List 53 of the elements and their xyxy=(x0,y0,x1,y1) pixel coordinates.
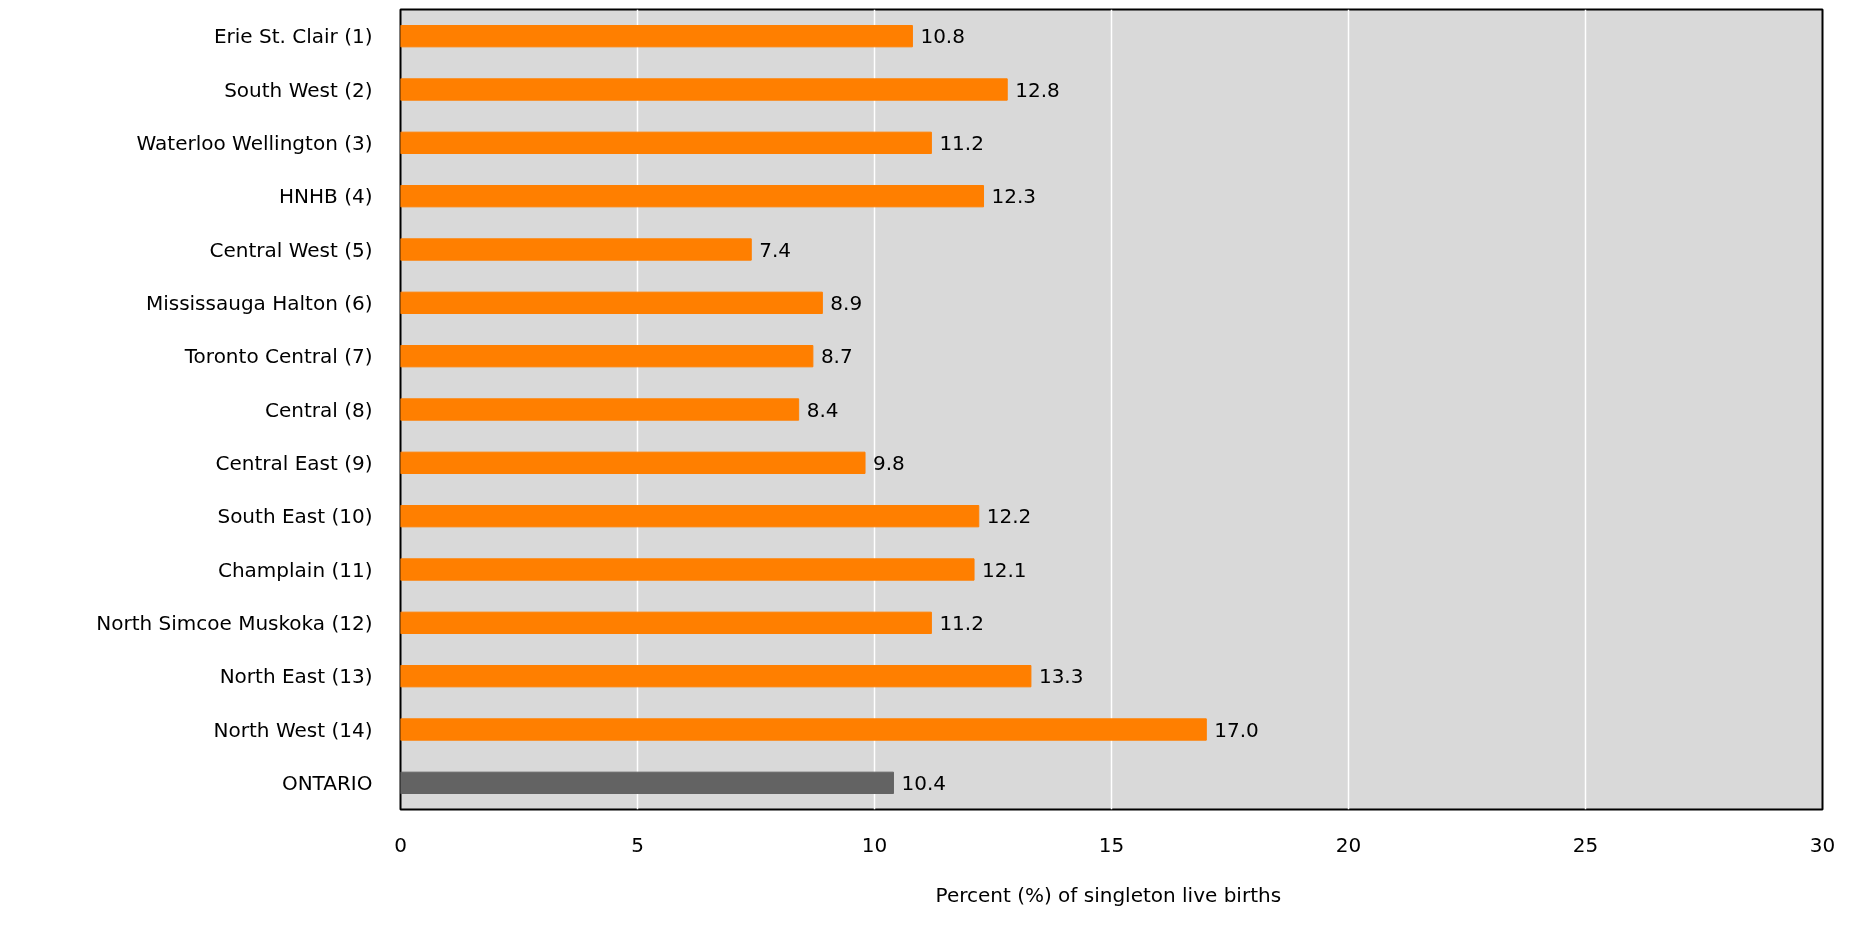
bar xyxy=(400,665,1032,688)
data-label: 11.2 xyxy=(939,130,984,155)
bar xyxy=(400,25,913,48)
y-tick-label: Toronto Central (7) xyxy=(183,344,373,369)
bar xyxy=(400,78,1008,101)
x-tick-label: 20 xyxy=(1335,832,1362,857)
data-label: 8.9 xyxy=(830,290,863,315)
data-label: 7.4 xyxy=(759,237,792,262)
x-tick-label: 10 xyxy=(861,832,888,857)
y-tick-label: Central West (5) xyxy=(209,237,373,262)
bar xyxy=(400,451,866,474)
bar xyxy=(400,238,752,261)
x-tick-label: 25 xyxy=(1572,832,1599,857)
bar xyxy=(400,718,1207,741)
x-tick-label: 5 xyxy=(631,832,644,857)
data-label: 11.2 xyxy=(939,610,984,635)
y-tick-label: North East (13) xyxy=(219,664,373,689)
data-label: 12.3 xyxy=(991,184,1037,209)
bar xyxy=(400,131,932,154)
y-tick-label: ONTARIO xyxy=(281,770,373,795)
bar xyxy=(400,345,814,368)
bar xyxy=(400,185,985,208)
y-tick-label: HNHB (4) xyxy=(279,184,373,209)
y-tick-label: Central East (9) xyxy=(215,450,373,475)
y-tick-label: Waterloo Wellington (3) xyxy=(136,130,373,155)
y-tick-label: Central (8) xyxy=(264,397,373,422)
data-label: 8.7 xyxy=(820,344,853,369)
x-axis-title: Percent (%) of singleton live births xyxy=(935,882,1282,907)
data-label: 13.3 xyxy=(1038,664,1084,689)
bar xyxy=(400,291,823,314)
x-tick-label: 0 xyxy=(394,832,407,857)
data-label: 12.1 xyxy=(982,557,1027,582)
y-tick-label: North West (14) xyxy=(213,717,373,742)
x-tick-label: 30 xyxy=(1809,832,1836,857)
data-label: 10.8 xyxy=(920,24,965,49)
bar xyxy=(400,558,975,581)
data-label: 8.4 xyxy=(806,397,839,422)
y-tick-label: North Simcoe Muskoka (12) xyxy=(96,610,373,635)
data-label: 9.8 xyxy=(873,450,905,475)
y-tick-label: South East (10) xyxy=(217,504,373,529)
y-tick-label: Mississauga Halton (6) xyxy=(145,290,373,315)
data-label: 12.2 xyxy=(986,504,1032,529)
bar xyxy=(400,505,980,528)
data-label: 12.8 xyxy=(1015,77,1060,102)
bar xyxy=(400,771,894,794)
y-tick-label: Champlain (11) xyxy=(217,557,373,582)
y-tick-label: South West (2) xyxy=(224,77,373,102)
x-tick-label: 15 xyxy=(1098,832,1125,857)
data-label: 10.4 xyxy=(901,770,946,795)
bar xyxy=(400,398,800,421)
data-label: 17.0 xyxy=(1214,717,1259,742)
y-tick-label: Erie St. Clair (1) xyxy=(213,24,373,49)
bar xyxy=(400,611,932,634)
